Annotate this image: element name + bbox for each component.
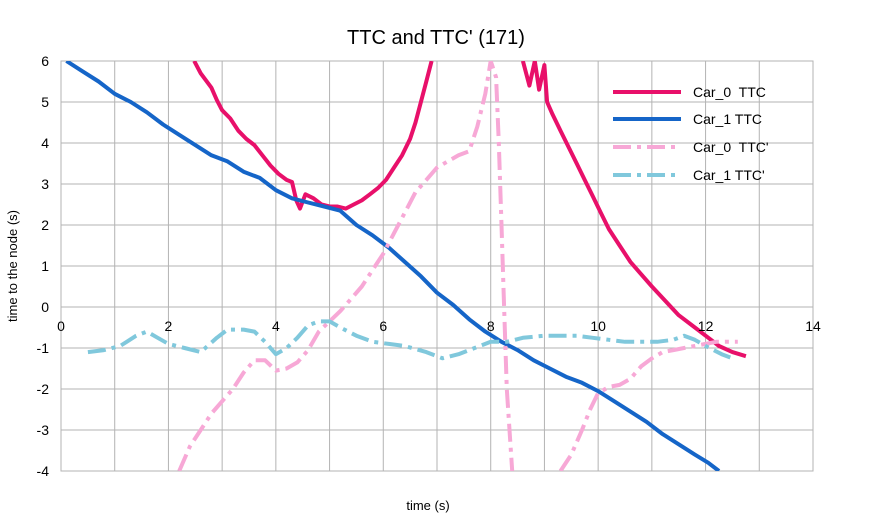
x-axis-label: time (s) xyxy=(406,498,449,513)
series-line-1-a xyxy=(65,61,721,471)
x-tick-label: 8 xyxy=(487,318,495,334)
legend-label-car1-ttc-prime: Car_1 TTC' xyxy=(693,167,765,183)
series-line-0-b xyxy=(520,61,747,359)
series-line-2-a xyxy=(177,61,515,471)
y-tick-label: 4 xyxy=(41,135,49,151)
x-tick-label: 12 xyxy=(698,318,714,334)
y-tick-label: -1 xyxy=(37,340,50,356)
series-line-3-a xyxy=(87,319,734,361)
legend-label-car0-ttc-prime: Car_0 TTC' xyxy=(693,139,769,155)
chart-title: TTC and TTC' (171) xyxy=(347,27,525,49)
legend-label-car1-ttc: Car_1 TTC xyxy=(693,111,762,127)
x-tick-label: 6 xyxy=(379,318,387,334)
chart-legend: Car_0 TTC Car_1 TTC Car_0 TTC' Car_1 TTC… xyxy=(613,84,769,183)
y-tick-label: -4 xyxy=(37,463,50,479)
y-tick-label: 2 xyxy=(41,217,49,233)
x-tick-label: 10 xyxy=(590,318,606,334)
plot-area-frame xyxy=(60,60,814,472)
series-line-0-a xyxy=(192,61,434,211)
y-axis-label: time to the node (s) xyxy=(5,210,20,322)
x-tick-label: 2 xyxy=(165,318,173,334)
x-tick-label: 0 xyxy=(57,318,65,334)
legend-label-car0-ttc: Car_0 TTC xyxy=(693,84,766,100)
y-tick-label: 0 xyxy=(41,299,49,315)
chart-series xyxy=(65,61,747,471)
y-tick-label: 3 xyxy=(41,176,49,192)
x-tick-label: 4 xyxy=(272,318,280,334)
series-line-2-b xyxy=(558,339,738,471)
y-tick-label: -3 xyxy=(37,422,50,438)
x-tick-label: 14 xyxy=(805,318,821,334)
y-tick-label: 5 xyxy=(41,94,49,110)
y-tick-label: 6 xyxy=(41,53,49,69)
y-tick-label: -2 xyxy=(37,381,50,397)
y-tick-label: 1 xyxy=(41,258,49,274)
chart-gridlines xyxy=(60,60,814,472)
